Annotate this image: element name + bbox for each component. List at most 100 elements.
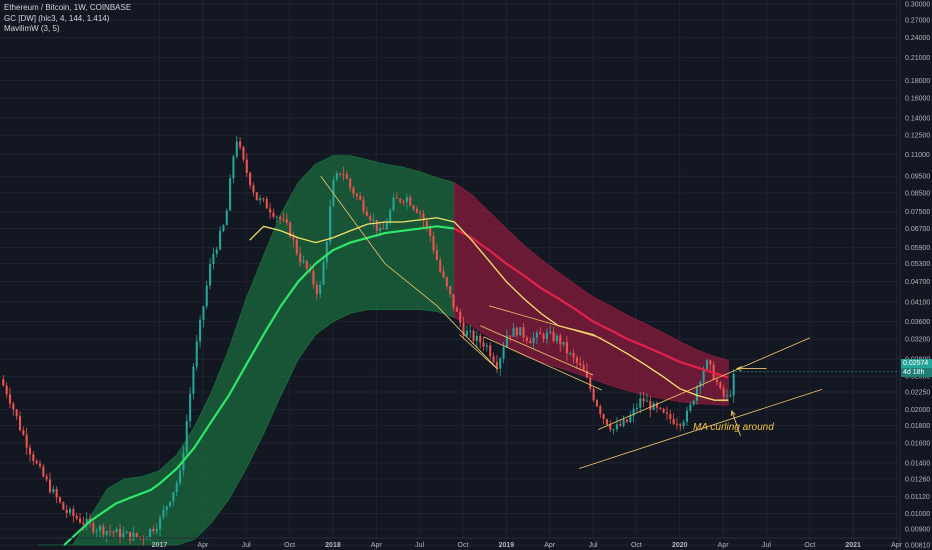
y-tick-label: 0.09500 bbox=[905, 174, 930, 181]
symbol-title[interactable]: Ethereum / Bitcoin, 1W, COINBASE bbox=[4, 3, 132, 12]
candle-body bbox=[445, 277, 448, 287]
candle-body bbox=[25, 434, 28, 448]
candle-body bbox=[602, 414, 605, 420]
candle-body bbox=[48, 479, 52, 493]
candle-body bbox=[475, 335, 478, 341]
candle-body bbox=[582, 364, 585, 371]
y-tick-label: 0.04100 bbox=[905, 300, 930, 307]
x-tick-label: Apr bbox=[544, 542, 556, 549]
candle-body bbox=[715, 379, 719, 383]
candle-body bbox=[492, 356, 495, 362]
candle-body bbox=[342, 173, 345, 175]
y-tick-label: 0.00810 bbox=[905, 543, 930, 550]
candle-body bbox=[169, 501, 172, 507]
candle-body bbox=[65, 509, 68, 513]
bar-countdown-tag: 4d 18h bbox=[901, 368, 932, 377]
candle-body bbox=[419, 212, 422, 214]
candle-body bbox=[709, 360, 712, 365]
trendline bbox=[320, 175, 498, 370]
candle-body bbox=[719, 382, 722, 389]
indicator-mavilimw-label[interactable]: MavilimW (3, 5) bbox=[4, 24, 60, 33]
candle-body bbox=[139, 536, 142, 538]
candle-body bbox=[212, 253, 215, 265]
candle-body bbox=[8, 394, 12, 404]
candle-body bbox=[472, 330, 475, 341]
candle-body bbox=[159, 517, 162, 530]
candle-body bbox=[529, 340, 532, 344]
candle-body bbox=[185, 421, 188, 453]
candle-body bbox=[435, 250, 438, 260]
candle-body bbox=[199, 319, 202, 342]
candle-body bbox=[729, 395, 732, 397]
candle-body bbox=[495, 361, 498, 369]
candle-body bbox=[392, 197, 395, 211]
candle-body bbox=[232, 156, 235, 179]
candle-body bbox=[302, 260, 305, 263]
candle-body bbox=[155, 529, 158, 532]
candle-body bbox=[672, 418, 675, 424]
candle-body bbox=[702, 369, 705, 383]
candle-body bbox=[345, 174, 348, 179]
candle-body bbox=[572, 352, 575, 358]
candle-body bbox=[349, 178, 352, 188]
candle-body bbox=[362, 199, 365, 212]
candle-body bbox=[372, 219, 375, 221]
x-tick-label: Jul bbox=[762, 542, 771, 549]
candle-body bbox=[335, 173, 338, 180]
candle-body bbox=[62, 502, 65, 510]
candle-body bbox=[162, 510, 165, 518]
candle-body bbox=[725, 395, 729, 397]
candle-body bbox=[285, 219, 288, 223]
candle-body bbox=[82, 522, 85, 525]
candle-body bbox=[575, 357, 578, 363]
candle-body bbox=[675, 423, 679, 425]
candle-body bbox=[249, 172, 252, 186]
x-tick-label: Oct bbox=[458, 542, 469, 549]
mavilimw-line bbox=[249, 217, 729, 401]
candle-body bbox=[165, 506, 168, 511]
candle-body bbox=[229, 178, 232, 211]
y-tick-label: 0.01120 bbox=[905, 494, 930, 501]
x-tick-label: 2019 bbox=[499, 542, 515, 549]
y-tick-label: 0.04700 bbox=[905, 279, 930, 286]
candle-body bbox=[235, 141, 238, 157]
time-axis[interactable]: 2017 Apr Jul Oct 2018 Apr Jul Oct 2019 Apr Jul Oct 2… bbox=[0, 537, 903, 549]
candle-body bbox=[219, 230, 222, 250]
candle-body bbox=[639, 398, 642, 408]
candle-body bbox=[92, 523, 95, 532]
candle-body bbox=[532, 337, 535, 344]
candle-body bbox=[652, 403, 655, 410]
candle-body bbox=[585, 370, 588, 378]
candle-body bbox=[482, 342, 485, 347]
candle-body bbox=[179, 470, 182, 483]
candle-body bbox=[152, 528, 155, 532]
candle-body bbox=[689, 404, 692, 411]
indicator-gc-label[interactable]: GC [DW] (hlc3, 4, 144, 1.414) bbox=[4, 13, 110, 23]
y-tick-label: 0.12500 bbox=[905, 133, 930, 140]
candle-body bbox=[129, 531, 132, 541]
candle-body bbox=[622, 419, 625, 426]
candle-body bbox=[489, 345, 492, 357]
candle-body bbox=[512, 327, 515, 337]
y-tick-label: 0.11000 bbox=[905, 152, 930, 159]
x-tick-label: Apr bbox=[718, 542, 730, 549]
candle-body bbox=[695, 386, 699, 401]
candle-body bbox=[659, 407, 662, 409]
candle-body bbox=[452, 294, 455, 308]
candle-body bbox=[382, 228, 385, 230]
candle-body bbox=[225, 210, 228, 226]
candle-body bbox=[205, 285, 208, 307]
candle-body bbox=[469, 330, 472, 332]
x-tick-label: Apr bbox=[891, 542, 903, 549]
candle-body bbox=[112, 531, 115, 533]
candle-body bbox=[692, 400, 695, 405]
candle-body bbox=[245, 159, 248, 173]
candle-body bbox=[399, 198, 402, 202]
candle-body bbox=[395, 197, 398, 199]
y-tick-label: 0.21000 bbox=[905, 55, 930, 62]
candle-body bbox=[555, 335, 558, 342]
y-tick-label: 0.02500 bbox=[905, 374, 930, 381]
candle-body bbox=[99, 526, 102, 531]
price-axis[interactable]: 0.30000 0.27000 0.24000 0.21000 0.18000 0.160… bbox=[899, 0, 930, 550]
